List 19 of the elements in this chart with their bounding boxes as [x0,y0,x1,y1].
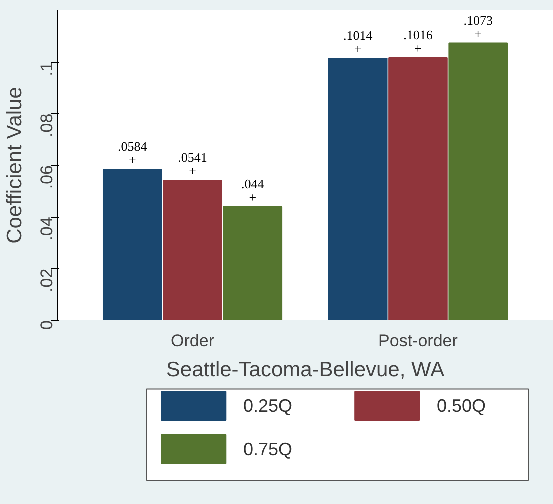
y-tick-label: .04 [38,217,56,241]
data-label: .1073 + [464,12,493,42]
data-label: .0584 + [118,139,148,168]
data-label: .0541 + [178,150,208,179]
legend-label: 0.50Q [436,396,486,416]
data-label: .044 + [242,176,265,205]
x-axis-title: Seattle-Tacoma-Bellevue, WA [166,358,445,382]
y-tick-label: .02 [38,268,56,292]
x-tick-label: Order [171,332,215,350]
y-axis-title: Coefficient Value [4,87,26,244]
x-tick-label: Post-order [378,332,458,350]
y-tick-label: .1 [38,62,56,76]
data-label: .1014 + [343,28,374,57]
y-tick-label: .06 [38,165,56,190]
legend-label: 0.25Q [244,396,293,416]
data-label: .1016 + [404,28,434,56]
y-tick-label: .08 [38,114,56,138]
legend-label: 0.75Q [244,439,293,460]
y-tick-label: 0 [38,320,56,330]
